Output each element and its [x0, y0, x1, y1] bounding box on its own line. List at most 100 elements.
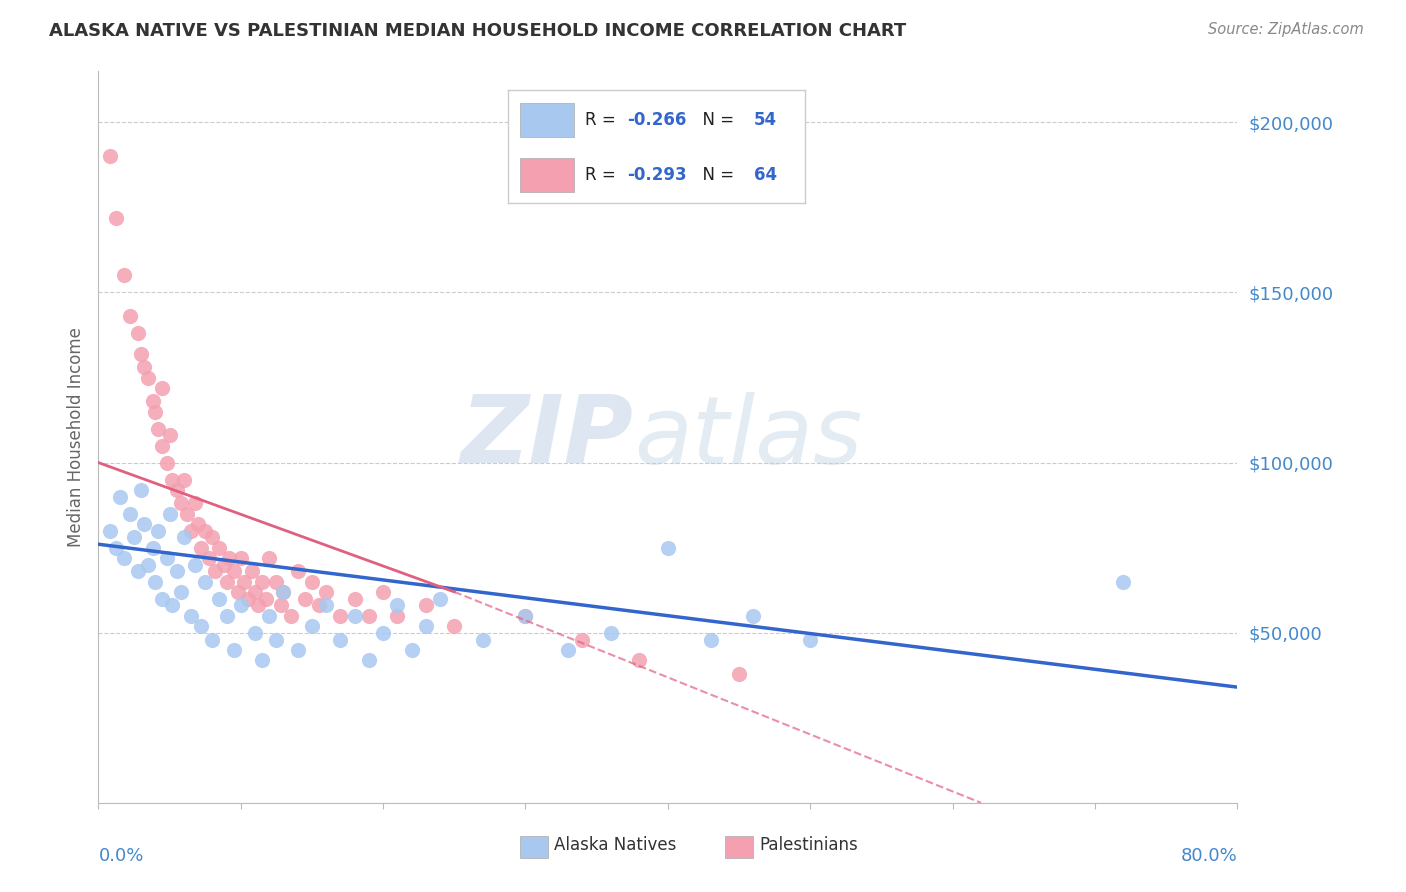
Point [329, 632, 352, 647]
Point [259, 608, 281, 623]
Point [243, 625, 266, 640]
Point [329, 608, 352, 623]
Point [112, 268, 135, 283]
Point [129, 347, 152, 361]
Point [266, 574, 288, 589]
Point [104, 541, 127, 555]
Point [190, 619, 212, 633]
Point [215, 574, 238, 589]
Point [212, 558, 235, 572]
Point [357, 608, 380, 623]
Point [136, 370, 159, 384]
Point [152, 439, 174, 453]
Point [699, 632, 721, 647]
Point [170, 585, 193, 599]
Point [799, 632, 821, 647]
Point [229, 599, 252, 613]
Point [259, 550, 281, 565]
Point [159, 507, 181, 521]
Point [176, 507, 198, 521]
Point [218, 550, 240, 565]
Point [294, 591, 316, 606]
Point [401, 642, 423, 657]
Point [232, 574, 254, 589]
Point [184, 496, 207, 510]
Text: ZIP: ZIP [461, 391, 634, 483]
Point [222, 642, 245, 657]
Point [201, 632, 224, 647]
Point [742, 608, 765, 623]
Point [127, 326, 149, 341]
Y-axis label: Median Household Income: Median Household Income [66, 327, 84, 547]
Point [273, 585, 295, 599]
Point [240, 565, 263, 579]
Point [246, 599, 269, 613]
Point [373, 625, 395, 640]
Point [108, 490, 131, 504]
Point [315, 599, 337, 613]
Point [118, 310, 141, 324]
Point [180, 524, 202, 538]
Point [208, 591, 231, 606]
Point [254, 591, 277, 606]
Point [287, 565, 309, 579]
Point [287, 642, 309, 657]
Point [112, 550, 135, 565]
Point [657, 541, 679, 555]
Point [728, 666, 751, 681]
Point [270, 599, 292, 613]
Point [387, 599, 409, 613]
Point [280, 608, 302, 623]
Point [98, 149, 121, 163]
Text: atlas: atlas [634, 392, 862, 483]
Point [226, 585, 249, 599]
Point [515, 608, 537, 623]
Point [515, 608, 537, 623]
Point [387, 608, 409, 623]
Point [415, 619, 437, 633]
FancyBboxPatch shape [520, 836, 548, 858]
Text: Palestinians: Palestinians [759, 836, 858, 855]
Point [132, 360, 155, 375]
Point [571, 632, 593, 647]
Text: 0.0%: 0.0% [98, 847, 143, 864]
Point [243, 585, 266, 599]
Point [104, 211, 127, 225]
Point [222, 565, 245, 579]
Point [136, 558, 159, 572]
Point [301, 574, 323, 589]
Point [148, 421, 170, 435]
Point [170, 496, 193, 510]
Point [156, 456, 179, 470]
Point [373, 585, 395, 599]
Point [132, 516, 155, 531]
Point [343, 608, 366, 623]
Point [129, 483, 152, 497]
Point [236, 591, 259, 606]
Point [628, 653, 651, 667]
Point [184, 558, 207, 572]
Point [162, 599, 184, 613]
Text: ALASKA NATIVE VS PALESTINIAN MEDIAN HOUSEHOLD INCOME CORRELATION CHART: ALASKA NATIVE VS PALESTINIAN MEDIAN HOUS… [49, 22, 907, 40]
Point [156, 550, 179, 565]
Point [173, 531, 195, 545]
Point [273, 585, 295, 599]
Point [145, 574, 167, 589]
Point [194, 524, 217, 538]
Point [215, 608, 238, 623]
Point [118, 507, 141, 521]
Point [187, 516, 209, 531]
Point [166, 483, 188, 497]
Point [194, 574, 217, 589]
Point [208, 541, 231, 555]
Point [148, 524, 170, 538]
Point [141, 541, 163, 555]
Point [190, 541, 212, 555]
Point [180, 608, 202, 623]
Point [198, 550, 221, 565]
Point [1112, 574, 1135, 589]
Point [145, 404, 167, 418]
Text: Alaska Natives: Alaska Natives [554, 836, 676, 855]
FancyBboxPatch shape [725, 836, 754, 858]
Point [122, 531, 145, 545]
